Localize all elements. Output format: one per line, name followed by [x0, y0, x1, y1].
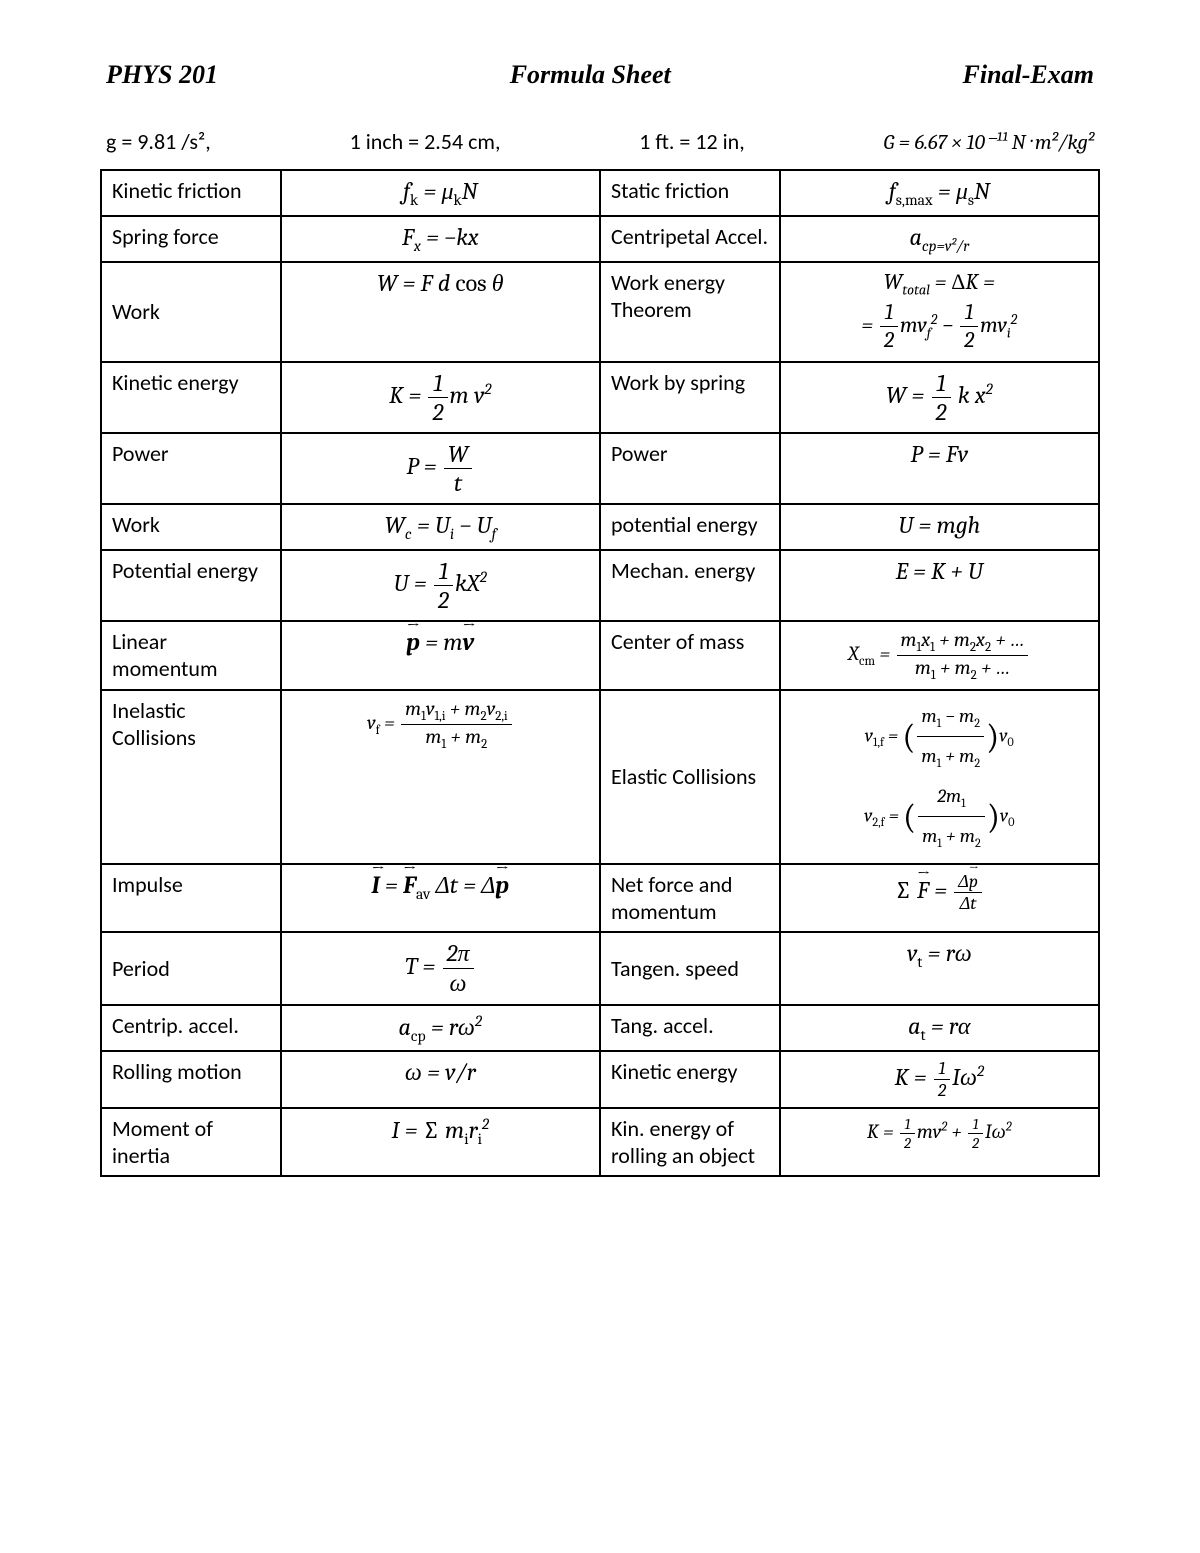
label: Kin. energy of rolling an object [600, 1108, 780, 1176]
page: PHYS 201 Formula Sheet Final-Exam g = 9.… [0, 0, 1200, 1553]
label: Mechan. energy [600, 550, 780, 621]
formula: E = K + U [780, 550, 1099, 621]
label: Linear momentum [101, 621, 281, 690]
formula: K = 12Iω2 [780, 1051, 1099, 1108]
label: Inelastic Collisions [101, 690, 281, 864]
const-ft: 1 ft. = 12 in, [639, 128, 745, 155]
formula-table: Kinetic friction fk = μkN Static frictio… [100, 169, 1100, 1177]
table-row: Period T = 2πω Tangen. speed vt = rω [101, 932, 1099, 1005]
label: Kinetic energy [101, 362, 281, 433]
label: Power [101, 433, 281, 504]
label: Kinetic friction [101, 170, 281, 216]
table-row: Spring force Fx = −kx Centripetal Accel.… [101, 216, 1099, 262]
label: potential energy [600, 504, 780, 550]
table-row: Linear momentum p = mv Center of mass Xc… [101, 621, 1099, 690]
formula: I = ∑ miri2 [281, 1108, 600, 1176]
formula: U = 12kX2 [281, 550, 600, 621]
formula: T = 2πω [281, 932, 600, 1005]
label: Center of mass [600, 621, 780, 690]
label: Rolling motion [101, 1051, 281, 1108]
formula: P = Fv [780, 433, 1099, 504]
formula: I = Fav Δt = Δp [281, 864, 600, 932]
table-row: Impulse I = Fav Δt = Δp Net force and mo… [101, 864, 1099, 932]
header: PHYS 201 Formula Sheet Final-Exam [100, 60, 1100, 90]
formula: U = mgh [780, 504, 1099, 550]
table-row: Kinetic friction fk = μkN Static frictio… [101, 170, 1099, 216]
const-G: G = 6.67 × 10⁻¹¹ N · m²/kg² [884, 130, 1094, 155]
label: Net force and momentum [600, 864, 780, 932]
label: Centrip. accel. [101, 1005, 281, 1052]
formula: acp = rω2 [281, 1005, 600, 1052]
label: Centripetal Accel. [600, 216, 780, 262]
table-row: Work Wc = Ui − Uf potential energy U = m… [101, 504, 1099, 550]
label: Work by spring [600, 362, 780, 433]
label: Static friction [600, 170, 780, 216]
table-row: Moment of inertia I = ∑ miri2 Kin. energ… [101, 1108, 1099, 1176]
table-row: Rolling motion ω = v/r Kinetic energy K … [101, 1051, 1099, 1108]
formula: K = 12m v2 [281, 362, 600, 433]
const-inch: 1 inch = 2.54 cm, [350, 128, 501, 155]
formula: W = 12 k x2 [780, 362, 1099, 433]
formula: Wc = Ui − Uf [281, 504, 600, 550]
label: Moment of inertia [101, 1108, 281, 1176]
formula: K = 12mv2 + 12Iω2 [780, 1108, 1099, 1176]
constants-row: g = 9.81 /s², 1 inch = 2.54 cm, 1 ft. = … [100, 128, 1100, 155]
table-row: Kinetic energy K = 12m v2 Work by spring… [101, 362, 1099, 433]
formula: v1,f = (m1 − m2m1 + m2)v0 v2,f = (2m1m1 … [780, 690, 1099, 864]
label: Tangen. speed [600, 932, 780, 1005]
table-row: Centrip. accel. acp = rω2 Tang. accel. a… [101, 1005, 1099, 1052]
header-right: Final-Exam [963, 60, 1094, 90]
table-row: Potential energy U = 12kX2 Mechan. energ… [101, 550, 1099, 621]
const-g: g = 9.81 /s², [106, 128, 211, 155]
label: Kinetic energy [600, 1051, 780, 1108]
header-left: PHYS 201 [106, 60, 218, 90]
label: Power [600, 433, 780, 504]
label: Impulse [101, 864, 281, 932]
formula: acp=v²/r [780, 216, 1099, 262]
formula: at = rα [780, 1005, 1099, 1052]
label: Work [101, 262, 281, 362]
formula: ∑ F = ΔpΔt [780, 864, 1099, 932]
label: Elastic Collisions [600, 690, 780, 864]
formula: vt = rω [780, 932, 1099, 1005]
label: Period [101, 932, 281, 1005]
formula: Xcm = m1x1 + m2x2 + … m1 + m2 + … [780, 621, 1099, 690]
formula: fk = μkN [281, 170, 600, 216]
label: Potential energy [101, 550, 281, 621]
label: Work [101, 504, 281, 550]
formula: Wtotal = ΔK = = 12mvf2 − 12mvi2 [780, 262, 1099, 362]
formula: W = F d cos θ [281, 262, 600, 362]
table-row: Work W = F d cos θ Work energy Theorem W… [101, 262, 1099, 362]
formula: fs,max = μsN [780, 170, 1099, 216]
label: Work energy Theorem [600, 262, 780, 362]
header-center: Formula Sheet [510, 60, 671, 90]
table-row: Inelastic Collisions vf = m1v1,i + m2v2,… [101, 690, 1099, 864]
table-row: Power P = Wt Power P = Fv [101, 433, 1099, 504]
formula: p = mv [281, 621, 600, 690]
formula: P = Wt [281, 433, 600, 504]
formula: vf = m1v1,i + m2v2,i m1 + m2 [281, 690, 600, 864]
formula: Fx = −kx [281, 216, 600, 262]
label: Tang. accel. [600, 1005, 780, 1052]
label: Spring force [101, 216, 281, 262]
formula: ω = v/r [281, 1051, 600, 1108]
